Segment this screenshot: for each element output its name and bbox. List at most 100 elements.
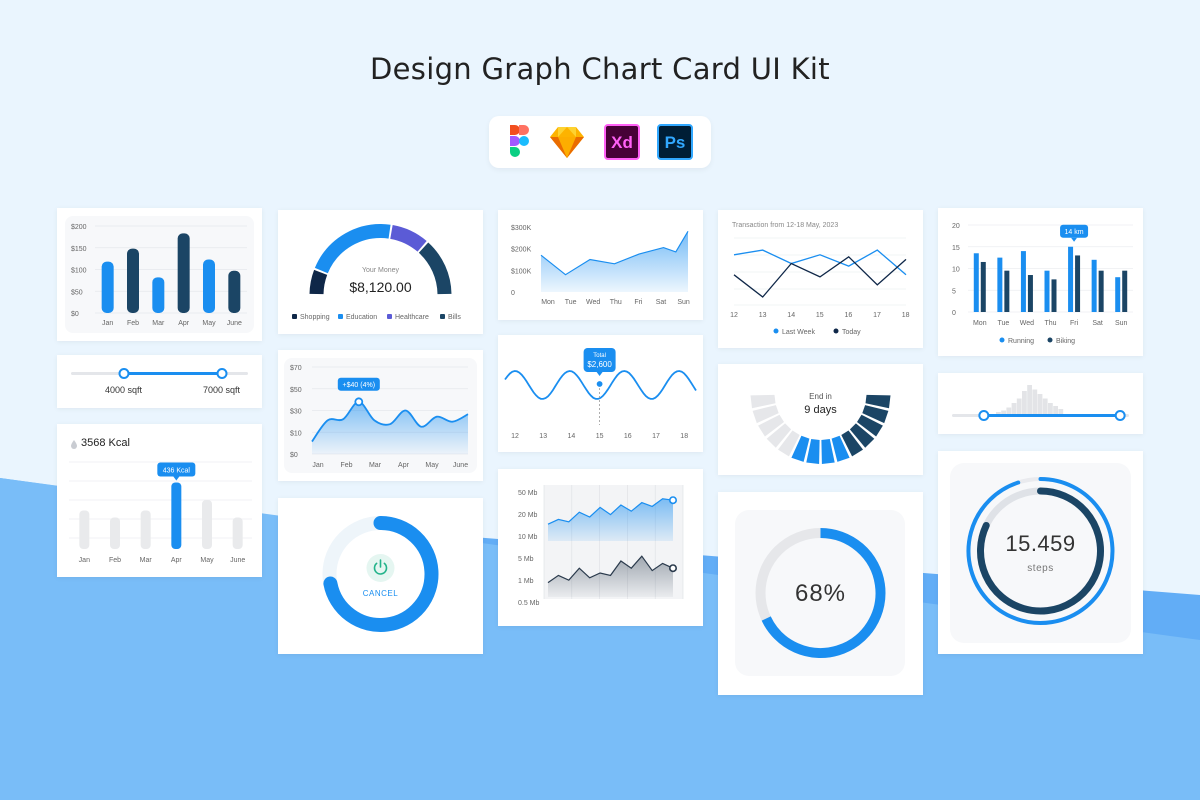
x-tick-label: Fri xyxy=(1070,320,1079,327)
x-tick-label: Sat xyxy=(1092,320,1103,327)
data-usage-chart: 50 Mb 20 Mb 10 Mb 5 Mb 1 Mb 0.5 Mb xyxy=(518,485,684,607)
transaction-title: Transaction from 12-18 May, 2023 xyxy=(732,222,839,229)
page-title: Design Graph Chart Card UI Kit xyxy=(370,52,830,86)
area-line xyxy=(547,498,674,525)
tooltip-bubble xyxy=(1060,224,1089,238)
bar xyxy=(1115,277,1121,312)
range-slider-card[interactable]: 4000 sqft 7000 sqft xyxy=(57,355,262,408)
y-tick-label: $0 xyxy=(290,452,298,459)
tooltip-arrow xyxy=(1071,237,1078,242)
x-tick-label: 14 xyxy=(787,312,795,319)
x-tick-label: Thu xyxy=(610,299,622,306)
bar xyxy=(79,510,90,549)
x-tick-label: May xyxy=(200,557,214,564)
x-tick-label: Fri xyxy=(634,299,643,306)
slider-max-label: 7000 sqft xyxy=(203,385,241,395)
legend-swatch xyxy=(292,314,297,319)
x-tick-label: Thu xyxy=(1044,320,1056,327)
bar xyxy=(997,257,1003,312)
photoshop-logo-icon: Ps xyxy=(657,124,693,160)
bar xyxy=(1098,270,1104,312)
bar xyxy=(1020,251,1026,312)
bar xyxy=(110,517,120,549)
percent-ring-card: 68% xyxy=(718,492,923,695)
bar xyxy=(1122,270,1128,312)
y-tick-label: 20 Mb xyxy=(518,512,538,519)
sketch-logo-icon xyxy=(549,124,585,160)
x-tick-label: Mar xyxy=(369,462,382,469)
y-tick-label: $70 xyxy=(290,365,302,372)
legend-swatch xyxy=(1047,337,1053,343)
x-tick-label: Mon xyxy=(973,320,987,327)
bar xyxy=(101,261,114,313)
calorie-bar-chart: Jan Feb Mar Apr 436 Kcal May June xyxy=(69,440,252,564)
area-fill xyxy=(548,498,673,541)
x-tick-label: June xyxy=(453,462,468,469)
histogram-bar xyxy=(996,412,1001,415)
legend-swatch xyxy=(773,328,779,334)
x-tick-label: 12 xyxy=(730,312,738,319)
tooltip-value: $2,600 xyxy=(587,360,612,369)
x-tick-label: Mar xyxy=(140,557,153,564)
bar xyxy=(228,270,241,313)
slider-handle-min[interactable] xyxy=(978,410,990,421)
percent-value: 68% xyxy=(794,580,847,607)
steps-ring-card: 15.459 steps xyxy=(938,451,1143,654)
legend-label: Healthcare xyxy=(395,314,429,321)
bar xyxy=(1068,246,1074,312)
y-tick-label: 5 Mb xyxy=(518,556,534,563)
legend-swatch xyxy=(387,314,392,319)
x-tick-label: 13 xyxy=(759,312,767,319)
wave-line xyxy=(504,370,697,400)
x-tick-label: Jan xyxy=(312,462,323,469)
money-donut-chart: Shopping Education Healthcare Bills xyxy=(292,224,461,321)
card-inner xyxy=(65,216,254,333)
x-tick-label: 15 xyxy=(816,312,824,319)
histogram-bar xyxy=(1022,391,1027,415)
y-tick-label: $30 xyxy=(290,409,302,416)
y-tick-label: 20 xyxy=(952,223,960,230)
histogram-slider-card[interactable] xyxy=(938,373,1143,434)
y-tick-label: 10 xyxy=(952,267,960,274)
sqft-slider[interactable] xyxy=(57,355,262,408)
slider-handle-max[interactable] xyxy=(1114,410,1126,421)
x-tick-label: 14 xyxy=(568,433,576,440)
legend-label: Today xyxy=(842,329,861,336)
tooltip-bubble xyxy=(583,348,616,372)
y-tick-label: 50 Mb xyxy=(518,490,538,497)
monthly-bar-card: $200 $150 $100 $50 $0 Jan Feb Mar Apr May June xyxy=(57,208,262,341)
x-tick-label: 17 xyxy=(652,433,660,440)
y-tick-label: $100 xyxy=(71,268,87,275)
power-ring-card: CANCEL xyxy=(278,498,483,654)
y-tick-label: $150 xyxy=(71,246,87,253)
bar xyxy=(127,248,139,313)
legend-swatch xyxy=(833,328,839,334)
series-line-0 xyxy=(733,249,907,276)
histogram-bar xyxy=(1016,398,1022,415)
y-tick-label: 1 Mb xyxy=(518,578,534,585)
x-tick-label: Apr xyxy=(171,557,183,564)
percent-ring xyxy=(755,528,886,658)
monthly-area-card: $70 $50 $30 $10 $0 Jan Feb Mar Apr May June +$40 (4… xyxy=(278,350,483,481)
legend-label: Bills xyxy=(448,314,461,321)
donut-slice-education xyxy=(314,224,391,274)
y-tick-label: $10 xyxy=(290,430,302,437)
y-tick-label: 10 Mb xyxy=(518,534,538,541)
bar xyxy=(1004,270,1010,312)
wave-line-chart: 12 13 14 15 16 17 18 Total$2,600 xyxy=(504,348,697,440)
tooltip-bubble xyxy=(337,377,380,391)
slider-handle-max[interactable] xyxy=(216,368,228,379)
histogram-slider[interactable] xyxy=(938,373,1143,434)
gauge-segment xyxy=(857,414,883,437)
power-button-bg xyxy=(366,554,395,582)
slider-handle-min[interactable] xyxy=(118,368,130,379)
gauge-segment xyxy=(831,435,850,462)
bar xyxy=(1027,275,1033,312)
histogram-bar xyxy=(1027,385,1032,415)
transaction-line-chart: 12 13 14 15 16 17 18 Last Week Today xyxy=(730,237,910,336)
legend-label: Education xyxy=(346,314,377,321)
cancel-button[interactable]: CANCEL xyxy=(362,589,399,598)
activity-bar-chart: 20 15 10 5 0 Mon Tue Wed Thu Fri 14 km Sat Sun Runnin… xyxy=(952,223,1133,345)
gauge-segment xyxy=(766,423,792,448)
activity-bar-card: 20 15 10 5 0 Mon Tue Wed Thu Fri 14 km Sat Sun Runnin… xyxy=(938,208,1143,356)
